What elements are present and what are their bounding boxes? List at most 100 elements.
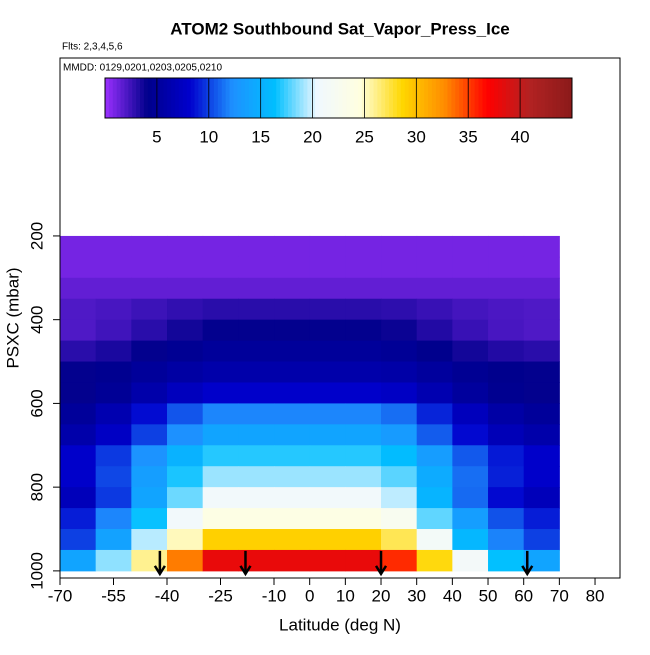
heat-cell (381, 403, 418, 425)
heat-cell (131, 361, 168, 383)
colorbar-segment (513, 78, 519, 118)
colorbar-segment (167, 78, 172, 118)
heat-cell (238, 403, 275, 425)
heat-cell (345, 466, 382, 488)
colorbar-segment (416, 78, 421, 118)
heat-cell (238, 424, 275, 446)
heat-cell (309, 235, 346, 258)
colorbar-segment (396, 78, 402, 118)
heat-cell (60, 487, 97, 509)
heat-cell (488, 403, 525, 425)
heat-cell (416, 256, 453, 279)
heat-cell (167, 466, 204, 488)
heat-cell (131, 340, 168, 363)
heat-cell (238, 319, 275, 342)
colorbar-segment (159, 78, 164, 118)
x-tick-label: -55 (101, 586, 126, 605)
colorbar-segment (252, 78, 258, 118)
heat-cell (274, 256, 311, 279)
colorbar-segment (455, 78, 460, 118)
heat-cell (202, 277, 239, 300)
colorbar-segment (536, 78, 542, 118)
heat-cell (202, 487, 239, 509)
heat-cell (95, 361, 132, 383)
colorbar-segment (151, 78, 157, 118)
heat-cell (274, 298, 311, 321)
heat-cell (488, 256, 525, 279)
colorbar-segment (120, 78, 125, 118)
heat-cell (309, 256, 346, 279)
heat-cell (416, 445, 453, 467)
heat-cell (381, 508, 418, 530)
colorbar-segment (260, 78, 266, 118)
heat-cell (416, 235, 453, 258)
heat-cell (381, 319, 418, 342)
heat-cell (202, 445, 239, 467)
heat-cell (274, 424, 311, 446)
chart-title: ATOM2 Southbound Sat_Vapor_Press_Ice (170, 19, 509, 38)
colorbar-segment (194, 78, 199, 118)
colorbar-segment (552, 78, 557, 118)
colorbar-segment (435, 78, 441, 118)
colorbar-segment (350, 78, 355, 118)
heat-cell (345, 319, 382, 342)
x-axis-label: Latitude (deg N) (279, 615, 401, 634)
colorbar-segment (108, 78, 114, 118)
heat-cell (202, 382, 239, 404)
heat-cell (131, 298, 168, 321)
heat-cell (488, 235, 525, 258)
colorbar-segment (178, 78, 184, 118)
heat-cell (345, 487, 382, 509)
colorbar-segment (443, 78, 448, 118)
x-tick-label: -70 (48, 586, 73, 605)
colorbar-segment (264, 78, 269, 118)
heat-cell (452, 340, 489, 363)
x-tick-label: 30 (407, 586, 426, 605)
colorbar-segment (132, 78, 137, 118)
colorbar-segment (233, 78, 238, 118)
heat-cell (523, 361, 560, 383)
heat-cell (416, 487, 453, 509)
heat-cell (416, 277, 453, 300)
colorbar-segment (505, 78, 511, 118)
heat-cell (202, 235, 239, 258)
heat-cell (523, 340, 560, 363)
heat-cell (274, 508, 311, 530)
heat-cell (381, 256, 418, 279)
heat-cell (238, 529, 275, 551)
y-tick-label: 400 (27, 305, 46, 333)
colorbar-segment (451, 78, 456, 118)
heat-cell (452, 466, 489, 488)
heat-cell (416, 466, 453, 488)
colorbar-segment (568, 78, 573, 118)
colorbar-segment (229, 78, 234, 118)
heat-cell (452, 319, 489, 342)
x-tick-label: 20 (372, 586, 391, 605)
x-tick-label: 80 (586, 586, 605, 605)
heat-cell (309, 508, 346, 530)
heat-cell (238, 549, 275, 572)
heat-cell (167, 487, 204, 509)
heat-cell (523, 403, 560, 425)
heat-cell (488, 424, 525, 446)
heat-cell (416, 424, 453, 446)
heat-cell (274, 277, 311, 300)
heat-cell (345, 445, 382, 467)
heat-cell (274, 340, 311, 363)
heat-cell (167, 424, 204, 446)
colorbar-segment (198, 78, 203, 118)
heat-cell (309, 445, 346, 467)
heat-cell (274, 529, 311, 551)
colorbar-segment (365, 78, 371, 118)
heat-cell (95, 549, 132, 572)
heat-cell (95, 340, 132, 363)
colorbar-segment (560, 78, 565, 118)
colorbar-segment (105, 78, 110, 118)
heat-cell (167, 319, 204, 342)
heat-cell (488, 361, 525, 383)
heat-cell (95, 487, 132, 509)
heat-cell (345, 549, 382, 572)
heat-cell (488, 466, 525, 488)
heat-cell (167, 277, 204, 300)
heat-cell (60, 508, 97, 530)
